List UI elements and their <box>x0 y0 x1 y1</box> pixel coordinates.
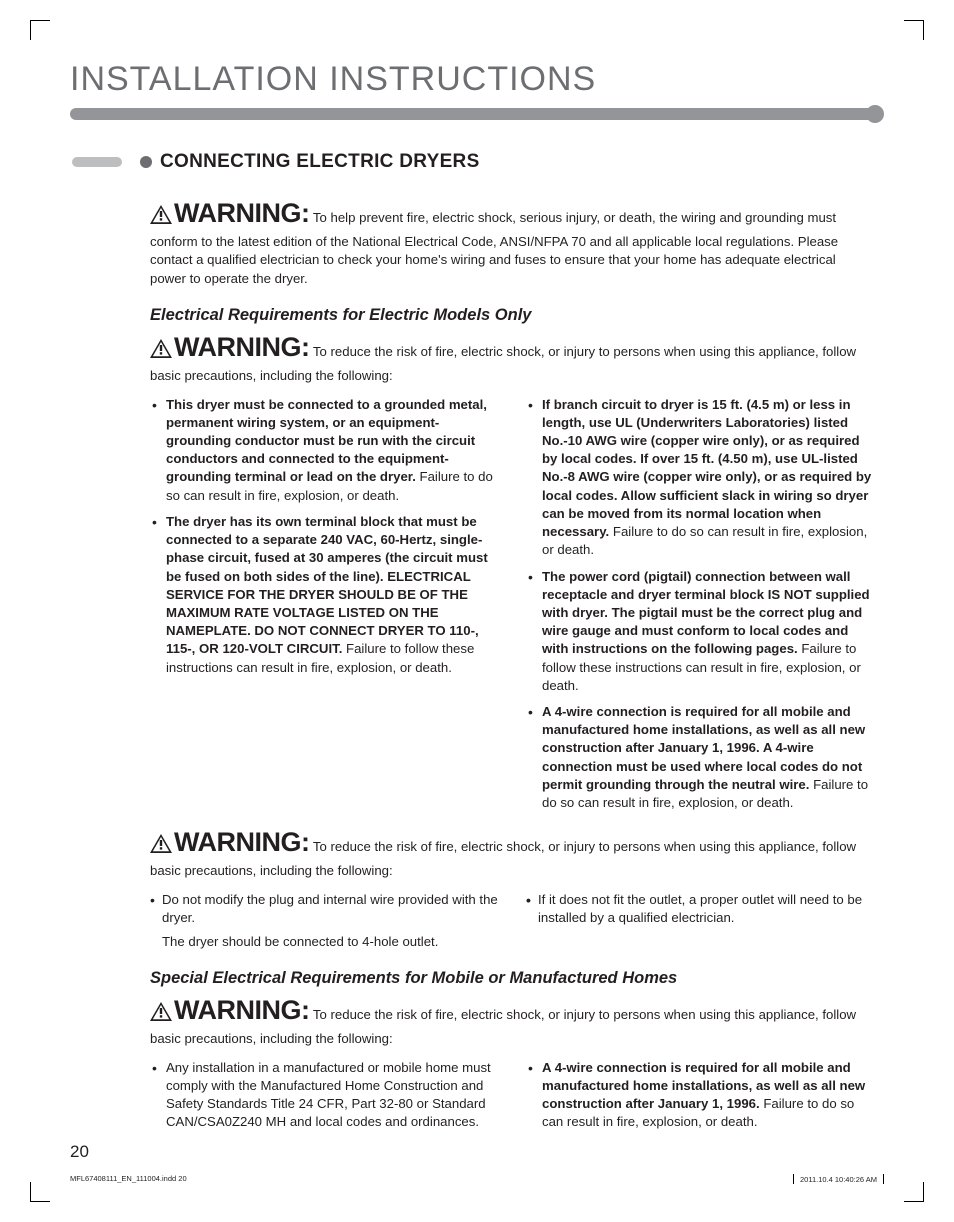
list-item: The dryer should be connected to 4-hole … <box>150 933 498 951</box>
warning-block: WARNING: To reduce the risk of fire, ele… <box>150 329 874 385</box>
footer-file: MFL67408111_EN_111004.indd 20 <box>70 1174 187 1184</box>
crop-mark <box>30 1182 50 1202</box>
warning-icon <box>150 339 172 363</box>
list-item: Do not modify the plug and internal wire… <box>150 891 498 927</box>
sub-heading: Electrical Requirements for Electric Mod… <box>150 306 874 325</box>
crop-mark <box>904 1182 924 1202</box>
warning-icon <box>150 834 172 858</box>
footer-meta: MFL67408111_EN_111004.indd 20 2011.10.4 … <box>70 1174 884 1184</box>
header-divider <box>70 105 884 123</box>
requirements-list: This dryer must be connected to a ground… <box>150 396 874 813</box>
list-item: If it does not fit the outlet, a proper … <box>526 891 874 927</box>
page-content: INSTALLATION INSTRUCTIONS CONNECTING ELE… <box>70 60 884 1162</box>
sub-heading: Special Electrical Requirements for Mobi… <box>150 969 874 988</box>
list-item: This dryer must be connected to a ground… <box>150 396 498 505</box>
crop-mark <box>30 20 50 40</box>
crop-mark <box>904 20 924 40</box>
warning-icon <box>150 205 172 229</box>
warning-block: WARNING: To reduce the risk of fire, ele… <box>150 824 874 880</box>
list-item: The dryer has its own terminal block tha… <box>150 513 498 677</box>
list-item: If branch circuit to dryer is 15 ft. (4.… <box>526 396 874 560</box>
list-item: A 4-wire connection is required for all … <box>526 703 874 812</box>
warning-block: WARNING: To help prevent fire, electric … <box>150 195 874 288</box>
precautions-list: Do not modify the plug and internal wire… <box>150 891 874 952</box>
warning-label: WARNING: <box>174 198 309 228</box>
list-item: A 4-wire connection is required for all … <box>526 1059 874 1132</box>
page-number: 20 <box>70 1142 89 1162</box>
warning-label: WARNING: <box>174 827 309 857</box>
warning-block: WARNING: To reduce the risk of fire, ele… <box>150 992 874 1048</box>
footer-timestamp: 2011.10.4 10:40:26 AM <box>800 1175 877 1184</box>
warning-label: WARNING: <box>174 332 309 362</box>
list-item: Any installation in a manufactured or mo… <box>150 1059 498 1132</box>
list-item: The power cord (pigtail) connection betw… <box>526 568 874 696</box>
warning-label: WARNING: <box>174 995 309 1025</box>
section-heading: CONNECTING ELECTRIC DRYERS <box>150 151 874 173</box>
mobile-home-list: Any installation in a manufactured or mo… <box>150 1059 874 1140</box>
chapter-title: INSTALLATION INSTRUCTIONS <box>70 60 884 99</box>
section-title: CONNECTING ELECTRIC DRYERS <box>160 151 480 173</box>
warning-icon <box>150 1002 172 1026</box>
